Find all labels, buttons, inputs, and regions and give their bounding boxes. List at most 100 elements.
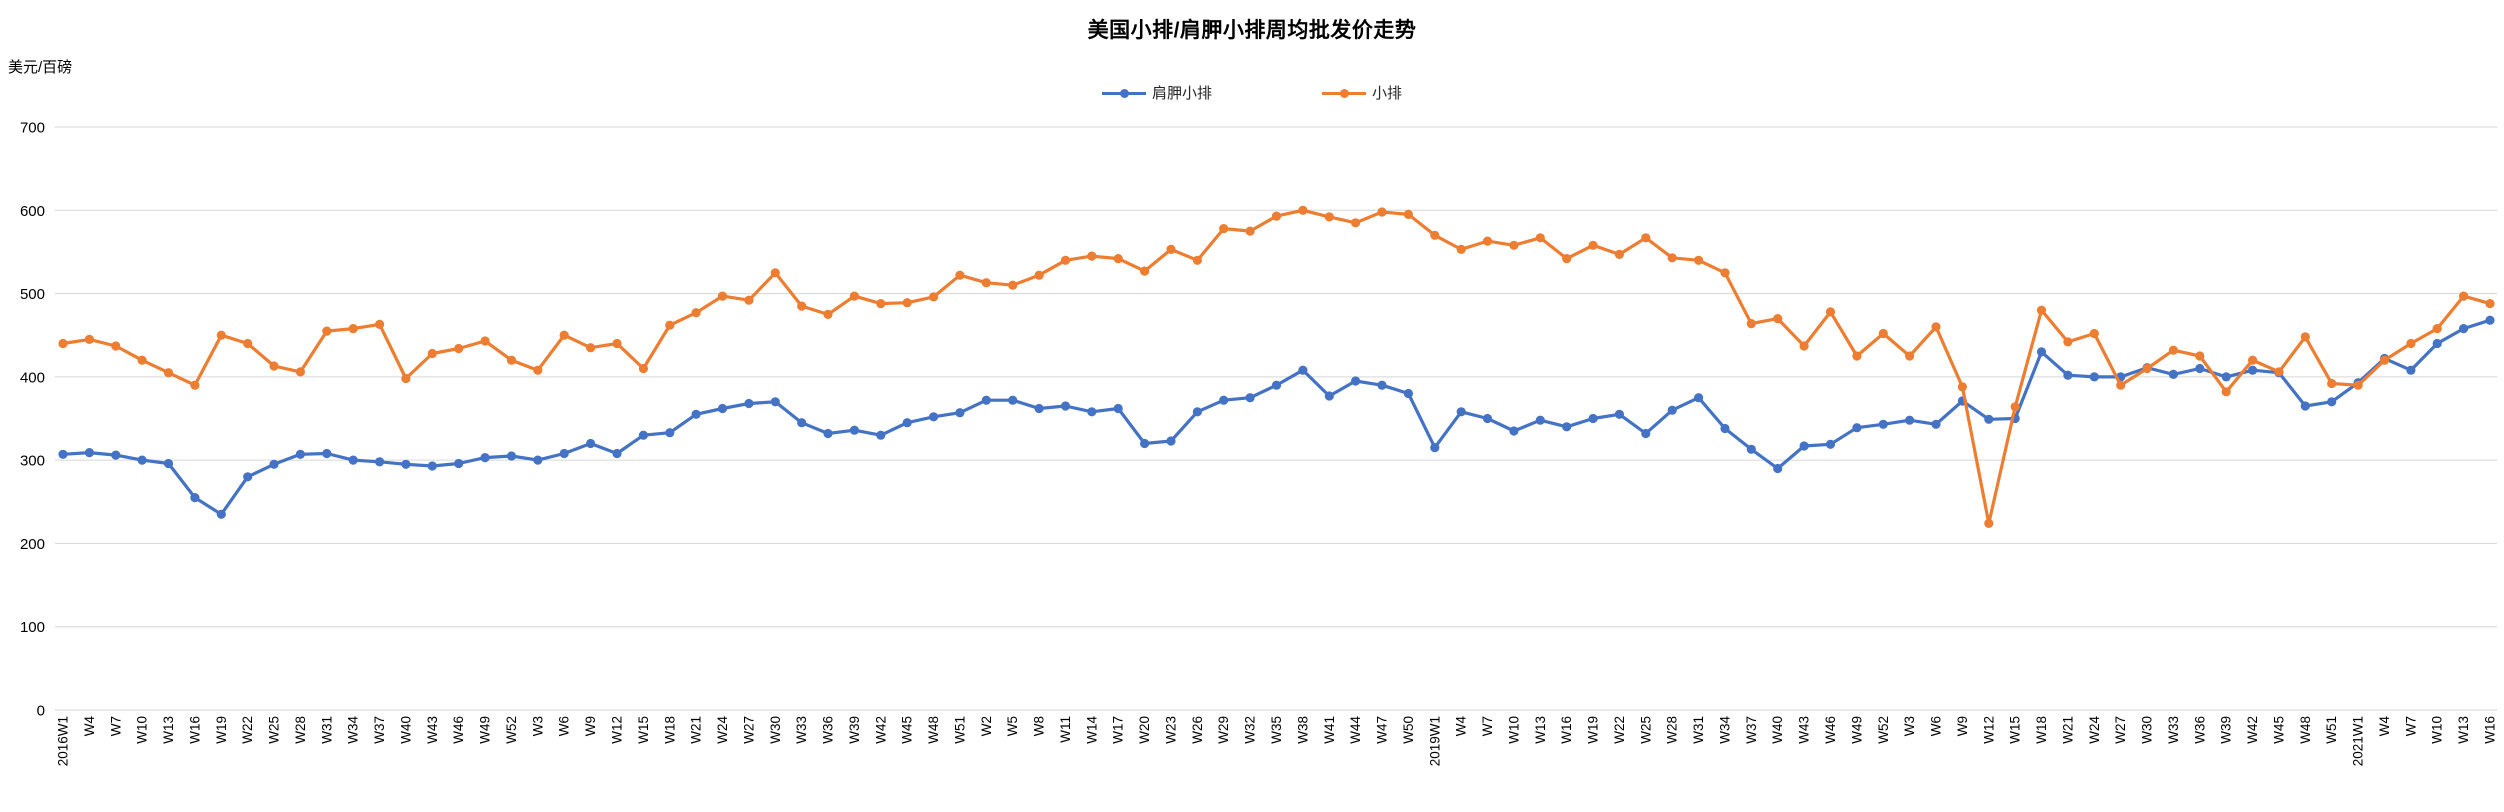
data-point-marker-肩胛小排	[1219, 395, 1229, 405]
x-axis-tick-label: W48	[2298, 716, 2313, 744]
x-axis-tick-label: W51	[952, 716, 967, 744]
x-axis-tick-label: W50	[1401, 716, 1416, 744]
data-point-marker-小排	[1166, 244, 1176, 254]
x-axis-tick-label: W7	[108, 716, 123, 736]
data-point-marker-肩胛小排	[2432, 338, 2442, 349]
y-axis-tick-label: 200	[20, 536, 45, 553]
data-point-marker-小排	[1878, 328, 1888, 339]
data-point-marker-肩胛小排	[1166, 436, 1176, 446]
data-point-marker-小排	[2485, 299, 2495, 309]
data-point-marker-肩胛小排	[190, 493, 200, 503]
x-axis-tick-label: W45	[900, 716, 915, 744]
data-point-marker-肩胛小排	[348, 455, 358, 465]
data-point-marker-肩胛小排	[2248, 365, 2258, 375]
x-axis-tick-label: W28	[1665, 716, 1680, 744]
x-axis-tick-label: W20	[1137, 716, 1152, 744]
data-point-marker-肩胛小排	[586, 438, 596, 449]
x-axis-tick-label: W6	[557, 716, 572, 736]
data-point-marker-小排	[559, 330, 569, 340]
data-point-marker-小排	[1825, 307, 1836, 317]
x-axis-tick-label: W5	[1005, 716, 1020, 736]
data-point-marker-小排	[1588, 240, 1598, 250]
data-point-marker-肩胛小排	[1852, 423, 1862, 433]
x-axis-tick-label: W45	[2271, 716, 2286, 744]
data-point-marker-小排	[2142, 363, 2152, 374]
data-point-marker-小排	[163, 368, 174, 378]
x-axis-tick-label: W52	[504, 716, 519, 744]
data-point-marker-肩胛小排	[876, 430, 886, 440]
data-point-marker-肩胛小排	[137, 455, 147, 465]
x-axis-tick-label: W34	[1717, 716, 1732, 744]
x-axis-tick-label: W3	[530, 716, 545, 736]
data-point-marker-肩胛小排	[612, 448, 622, 459]
data-point-marker-小排	[1931, 322, 1941, 332]
data-point-marker-小排	[322, 326, 332, 336]
data-point-marker-小排	[1614, 249, 1624, 259]
x-axis-tick-label: W51	[2324, 716, 2339, 744]
x-axis-tick-label: W24	[2087, 716, 2102, 744]
data-point-marker-小排	[1535, 233, 1545, 243]
data-point-marker-小排	[1351, 218, 1361, 228]
x-axis-tick-label: W49	[1849, 716, 1864, 744]
data-point-marker-肩胛小排	[243, 472, 253, 482]
data-point-marker-肩胛小排	[269, 459, 279, 469]
data-point-marker-肩胛小排	[744, 398, 754, 409]
data-point-marker-肩胛小排	[1694, 393, 1704, 403]
y-axis-tick-label: 400	[20, 369, 45, 386]
legend-item-小排: 小排	[1322, 82, 1402, 103]
data-point-marker-肩胛小排	[1667, 405, 1677, 415]
data-point-marker-小排	[1034, 270, 1044, 280]
data-point-marker-小排	[1667, 253, 1677, 263]
y-axis-tick-label: 300	[20, 453, 45, 470]
data-point-marker-肩胛小排	[454, 458, 464, 469]
x-axis-tick-label: W13	[2456, 716, 2471, 744]
x-axis-tick-label: W4	[82, 716, 97, 737]
data-point-marker-小排	[348, 324, 358, 334]
x-axis-tick-label: W30	[768, 716, 783, 744]
x-axis-tick-label: W2	[979, 716, 994, 736]
x-axis-tick-label: W19	[1586, 716, 1601, 744]
legend-label: 肩胛小排	[1151, 85, 1212, 102]
data-point-marker-肩胛小排	[2168, 369, 2178, 379]
x-axis-tick-label: W42	[2245, 716, 2260, 744]
data-point-marker-肩胛小排	[375, 457, 385, 467]
data-point-marker-肩胛小排	[1430, 443, 1440, 453]
data-point-marker-小排	[1430, 230, 1440, 240]
data-point-marker-小排	[612, 338, 622, 349]
data-point-marker-肩胛小排	[163, 458, 174, 469]
data-point-marker-小排	[1957, 382, 1967, 392]
data-point-marker-小排	[190, 380, 200, 390]
data-point-marker-小排	[586, 343, 596, 353]
data-point-marker-小排	[111, 341, 121, 351]
x-axis-tick-label: W16	[1559, 716, 1574, 744]
x-axis-tick-label: W10	[2430, 716, 2445, 744]
x-axis-tick-label: W14	[1084, 716, 1099, 744]
series-line-肩胛小排	[61, 318, 2492, 516]
x-axis-tick-label: W21	[689, 716, 704, 744]
data-point-marker-小排	[902, 298, 912, 308]
x-axis-tick-label: W41	[1322, 716, 1337, 744]
data-point-marker-小排	[1799, 341, 1809, 351]
x-axis-tick-label: W19	[214, 716, 229, 744]
x-axis-tick-label: W21	[2060, 716, 2075, 744]
x-axis-tick-label: W24	[715, 716, 730, 744]
data-point-marker-肩胛小排	[1140, 438, 1150, 449]
data-point-marker-小排	[1456, 244, 1466, 254]
data-point-marker-肩胛小排	[1113, 403, 1123, 414]
data-point-marker-小排	[1773, 314, 1783, 324]
x-axis-tick-label: 2021W1	[2351, 716, 2366, 766]
data-point-marker-肩胛小排	[1324, 391, 1334, 401]
data-point-marker-肩胛小排	[506, 451, 517, 461]
data-point-marker-肩胛小排	[1799, 441, 1809, 451]
data-point-marker-肩胛小排	[295, 449, 305, 459]
data-point-marker-肩胛小排	[58, 449, 68, 459]
data-point-marker-肩胛小排	[717, 403, 728, 414]
x-axis-tick-label: W40	[1770, 716, 1785, 744]
data-point-marker-小排	[1087, 251, 1097, 261]
data-point-marker-小排	[1984, 518, 1994, 529]
x-axis-tick-label: W34	[346, 716, 361, 744]
data-point-marker-小排	[375, 319, 385, 329]
x-axis-tick-label: W22	[1612, 716, 1627, 744]
data-point-marker-小排	[480, 336, 490, 346]
data-point-marker-肩胛小排	[1456, 407, 1466, 417]
